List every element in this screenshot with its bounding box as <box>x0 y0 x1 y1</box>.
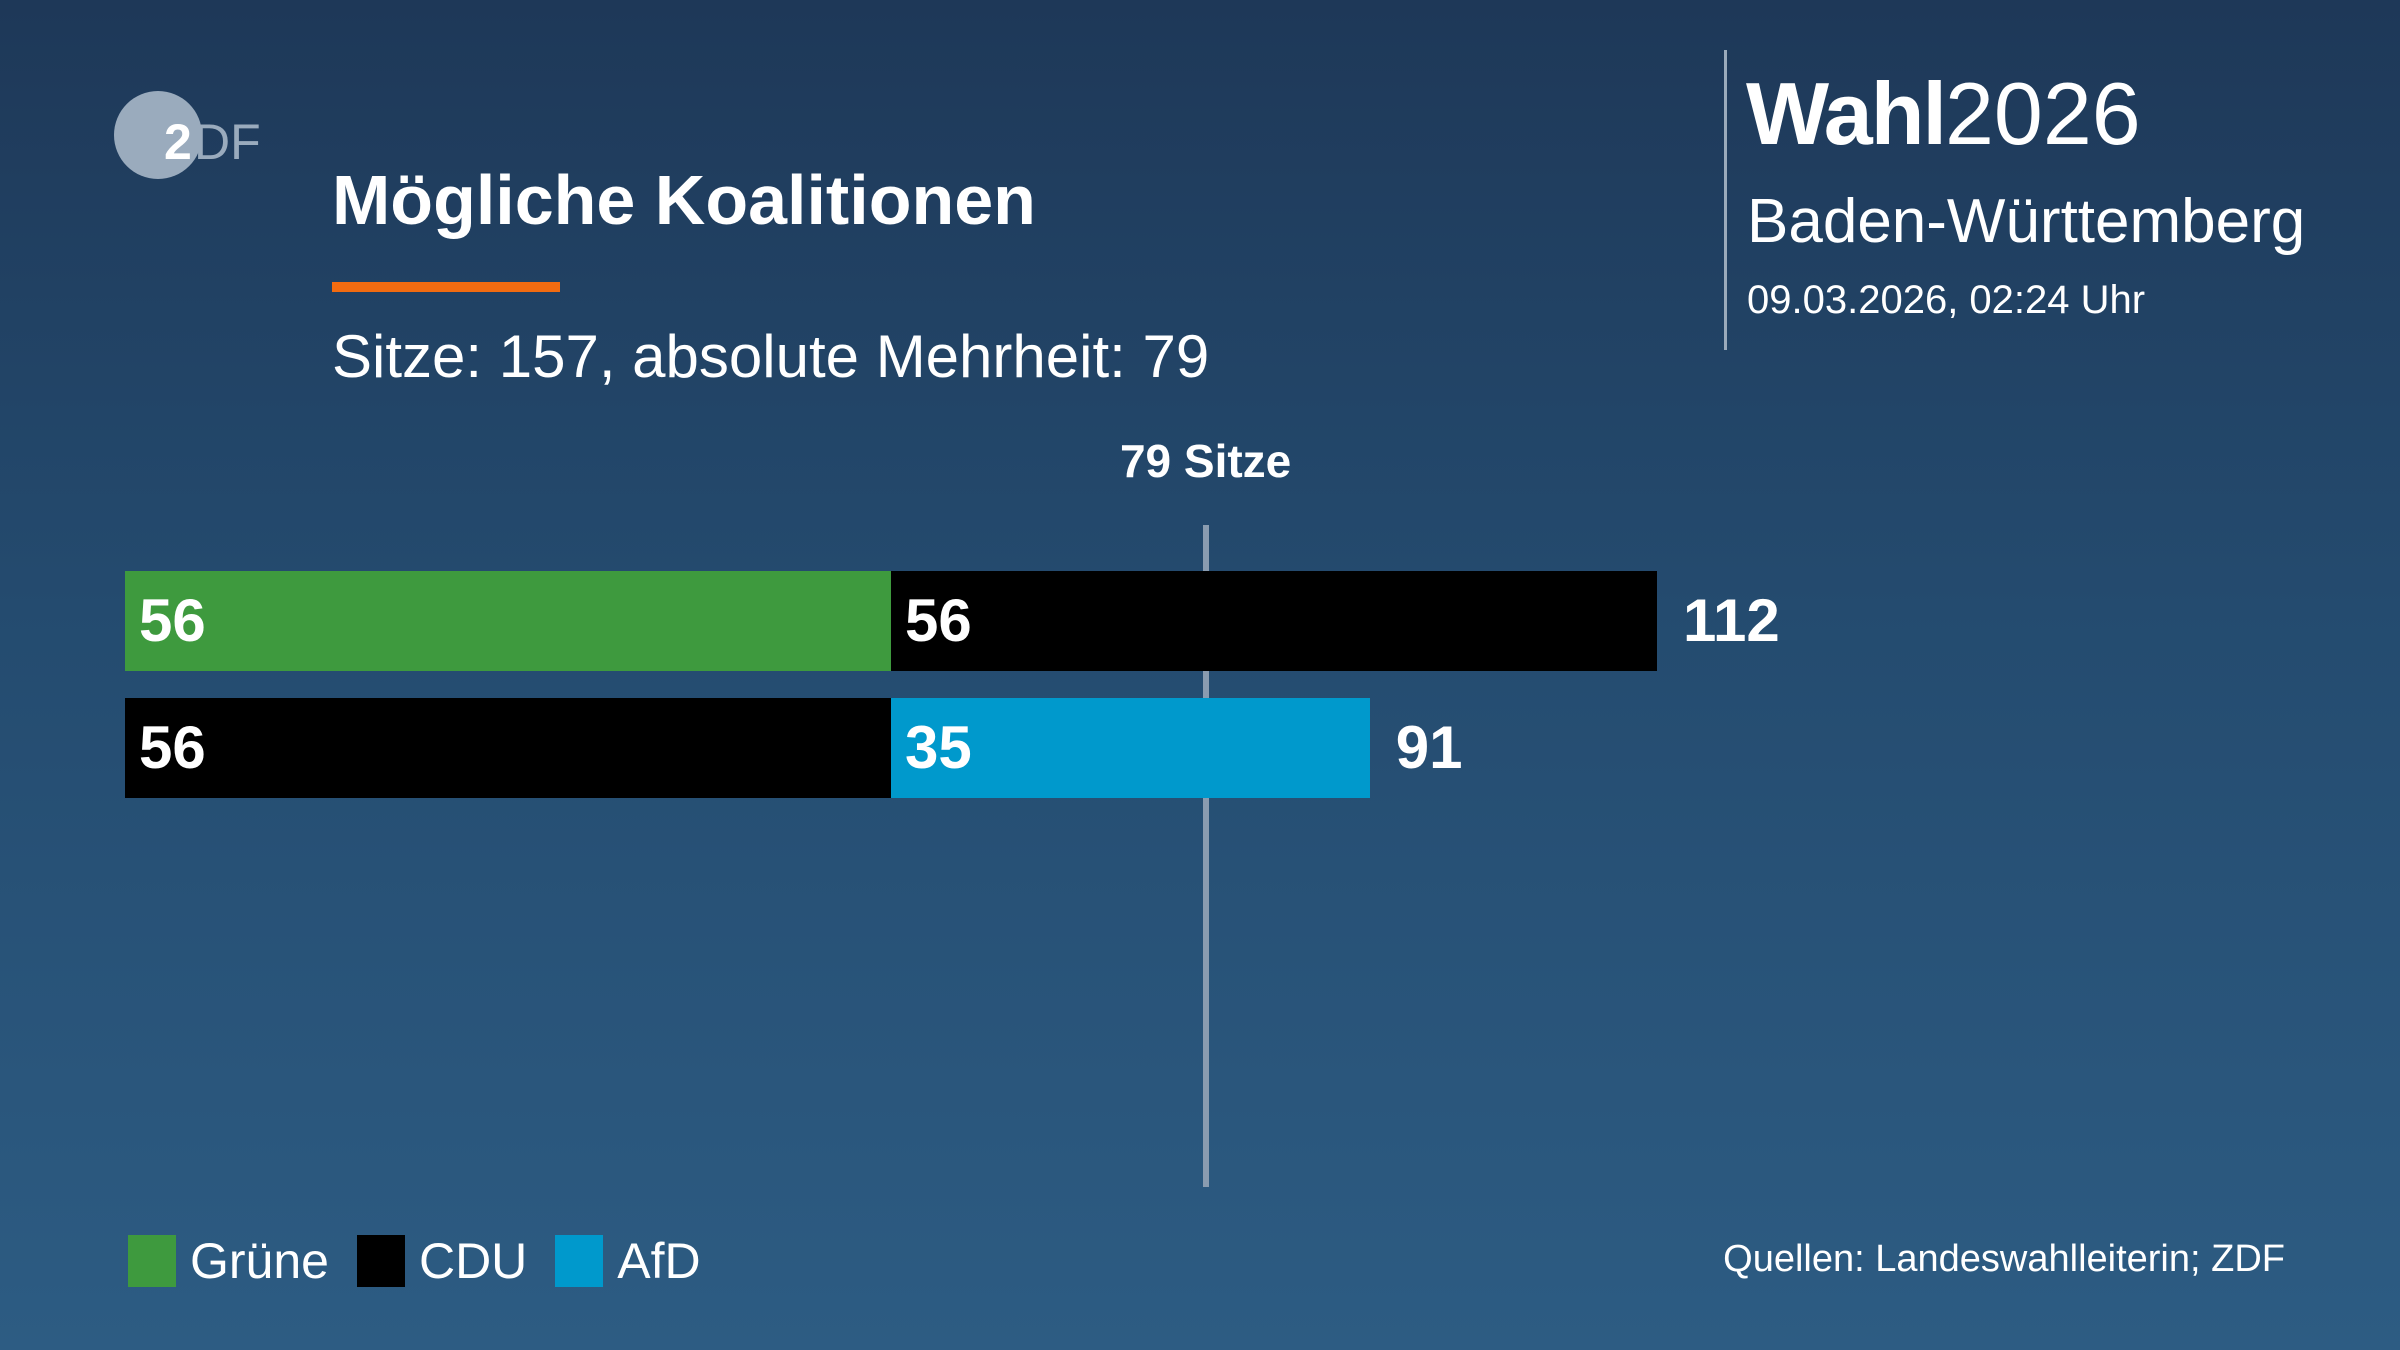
region-label: Baden-Württemberg <box>1747 187 2306 256</box>
zdf-logo: 2 DF <box>114 91 261 179</box>
legend-swatch <box>356 1235 405 1287</box>
legend-label: CDU <box>418 1233 528 1289</box>
bar-segment-cdu <box>125 698 891 798</box>
bar-value-label: 35 <box>905 714 972 781</box>
legend-item-afd: AfD <box>555 1232 701 1290</box>
bar-segment-gruene <box>125 571 891 671</box>
majority-line <box>1202 525 1209 1187</box>
bar-value-label: 56 <box>905 587 972 654</box>
legend-item-cdu: CDU <box>356 1232 528 1290</box>
wahl-label: Wahl <box>1746 64 1947 163</box>
coalition-total-label: 91 <box>1395 714 1463 781</box>
wahl-year: 2026 <box>1944 64 2141 163</box>
legend-label: Grüne <box>190 1233 329 1289</box>
title-underline <box>332 282 560 292</box>
legend-swatch <box>128 1235 176 1287</box>
bar-segment-cdu <box>891 571 1657 671</box>
legend: Grüne CDU AfD <box>128 1232 729 1290</box>
election-brand: Wahl2026 <box>1746 70 2141 158</box>
timestamp: 09.03.2026, 02:24 Uhr <box>1747 278 2146 322</box>
svg-text:DF: DF <box>194 114 261 170</box>
legend-item-gruene: Grüne <box>128 1232 329 1290</box>
coalition-total-label: 112 <box>1683 587 1780 654</box>
majority-label: 79 Sitze <box>1119 435 1292 487</box>
sources: Quellen: Landeswahlleiterin; ZDF <box>1723 1238 2285 1280</box>
subtitle: Sitze: 157, absolute Mehrheit: 79 <box>332 323 1210 390</box>
bar-value-label: 56 <box>139 587 206 654</box>
svg-text:2: 2 <box>164 114 192 170</box>
page-title: Mögliche Koalitionen <box>332 161 1036 239</box>
bar-segment-afd <box>891 698 1370 798</box>
bar-value-label: 56 <box>139 714 206 781</box>
legend-label: AfD <box>617 1233 701 1289</box>
header-divider <box>1724 50 1727 350</box>
legend-swatch <box>555 1235 604 1287</box>
